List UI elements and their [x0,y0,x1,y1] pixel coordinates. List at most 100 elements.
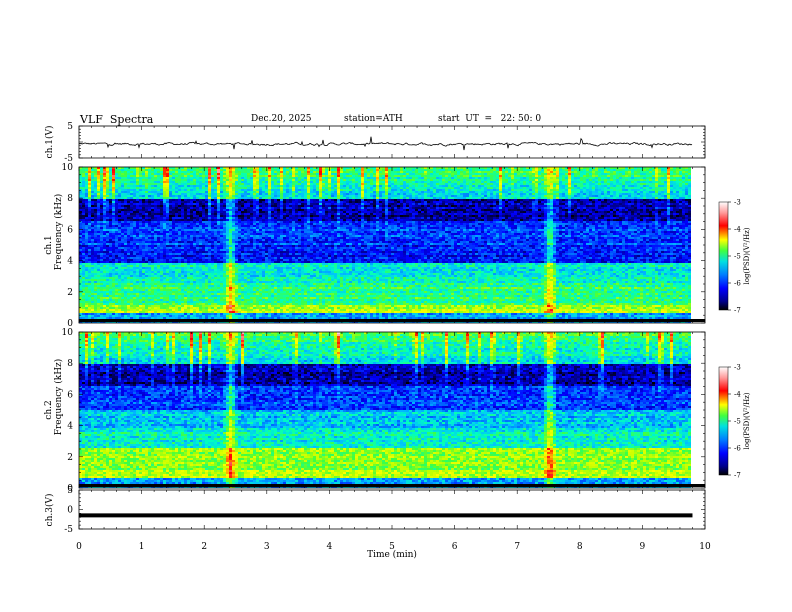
spec-cell [418,195,421,197]
spec-cell [109,183,112,185]
spec-cell [127,191,130,193]
spec-cell [457,171,460,173]
spec-cell [91,203,94,205]
spec-cell [679,189,682,191]
spec-cell [508,177,511,179]
spec-cell [178,187,181,189]
spec-cell [97,175,100,177]
spec-cell [256,173,259,175]
spec-cell [268,191,271,193]
spec-cell [565,199,568,201]
spec-cell [583,179,586,181]
spec-cell [562,197,565,199]
spec-cell [652,189,655,191]
spec-cell [106,185,109,187]
spec-cell [562,179,565,181]
spec-cell [259,191,262,193]
spec-cell [214,203,217,205]
spec-cell [175,197,178,199]
spec-cell [592,173,595,175]
spec-cell [289,195,292,197]
spec-cell [382,179,385,181]
spec-cell [319,189,322,191]
spec-cell [277,177,280,179]
spec-cell [412,189,415,191]
spec-cell [367,173,370,175]
spec-cell [196,195,199,197]
spec-cell [199,181,202,183]
spec-cell [298,175,301,177]
spec-cell [229,185,232,187]
spec-cell [394,185,397,187]
spec-cell [442,175,445,177]
spec-cell [658,191,661,193]
spec-cell [376,185,379,187]
spec-cell [472,187,475,189]
spec-cell [643,203,646,205]
spec-cell [673,191,676,193]
spec-cell [262,193,265,195]
spec-cell [79,171,82,173]
spec-cell [241,183,244,185]
spec-cell [613,201,616,203]
spec-cell [274,187,277,189]
spec-cell [199,173,202,175]
spec-cell [439,181,442,183]
spec-cell [199,195,202,197]
spec-cell [349,169,352,171]
spec-cell [568,169,571,171]
spec-cell [103,201,106,203]
spec-cell [508,185,511,187]
spec-cell [148,203,151,205]
spec-cell [334,179,337,181]
spec-cell [376,193,379,195]
spec-cell [619,185,622,187]
spec-cell [310,197,313,199]
spec-cell [238,187,241,189]
spec-cell [139,187,142,189]
spec-cell [262,181,265,183]
spec-cell [100,169,103,171]
spec-cell [574,201,577,203]
spec-cell [664,179,667,181]
spec-cell [130,201,133,203]
spec-cell [97,171,100,173]
spec-cell [529,177,532,179]
spec-cell [532,185,535,187]
spec-cell [421,193,424,195]
spec-cell [151,191,154,193]
spec-cell [568,193,571,195]
spec-cell [637,189,640,191]
spec-cell [529,183,532,185]
spec-cell [289,171,292,173]
spec-cell [250,179,253,181]
spec-cell [550,183,553,185]
spec-cell [124,191,127,193]
spec-cell [91,201,94,203]
spec-cell [124,185,127,187]
spec-cell [106,195,109,197]
spec-cell [595,201,598,203]
spec-cell [397,181,400,183]
spec-cell [532,179,535,181]
spec-cell [685,189,688,191]
spec-cell [670,195,673,197]
spec-cell [676,203,679,205]
spec-cell [247,171,250,173]
spec-cell [106,193,109,195]
spec-cell [187,197,190,199]
spec-cell [685,185,688,187]
spec-cell [277,189,280,191]
spec-cell [631,185,634,187]
spec-cell [664,177,667,179]
spec-cell [670,201,673,203]
spec-cell [364,195,367,197]
spec-cell [667,175,670,177]
spec-cell [559,197,562,199]
spec-cell [295,179,298,181]
spec-cell [490,181,493,183]
spec-cell [364,177,367,179]
spec-cell [88,189,91,191]
spec-cell [376,169,379,171]
spec-cell [163,197,166,199]
